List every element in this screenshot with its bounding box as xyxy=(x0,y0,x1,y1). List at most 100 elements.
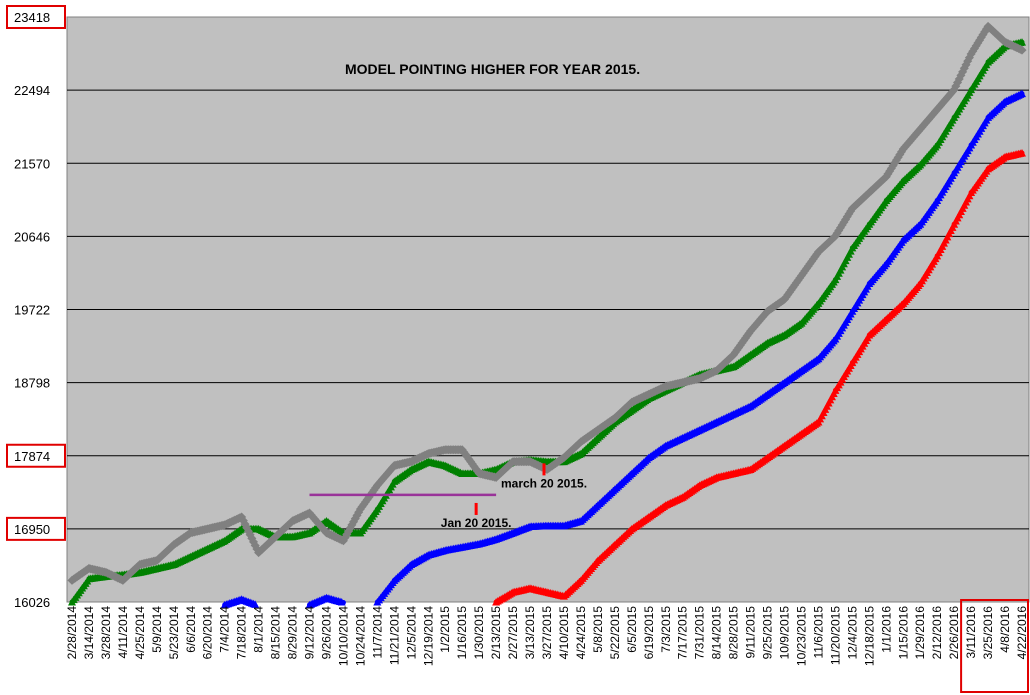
data-point xyxy=(256,526,262,532)
data-point xyxy=(782,379,787,385)
data-point xyxy=(408,467,414,473)
data-point xyxy=(408,459,414,465)
data-point xyxy=(815,249,821,255)
data-point xyxy=(832,277,838,283)
data-point xyxy=(934,106,940,112)
data-point xyxy=(510,459,516,465)
data-point xyxy=(578,451,584,457)
data-point xyxy=(680,494,686,500)
data-point xyxy=(985,166,991,172)
data-point xyxy=(985,59,991,65)
data-point xyxy=(798,273,804,279)
data-marker xyxy=(251,600,260,608)
data-point xyxy=(544,523,550,529)
data-point xyxy=(307,530,312,536)
data-point xyxy=(866,332,872,338)
data-point xyxy=(493,474,499,480)
data-point xyxy=(357,506,363,512)
x-tick-label: 3/14/2014 xyxy=(82,606,96,660)
x-tick-label: 2/28/2014 xyxy=(65,606,79,660)
x-tick-label: 9/26/2014 xyxy=(319,606,333,660)
data-point xyxy=(968,142,974,148)
data-point xyxy=(934,253,940,259)
x-tick-label: 7/17/2015 xyxy=(676,606,690,660)
data-point xyxy=(714,368,720,374)
data-point xyxy=(544,589,550,595)
data-point xyxy=(137,569,143,575)
data-point xyxy=(578,577,584,583)
data-point xyxy=(239,514,245,520)
data-point xyxy=(239,596,245,602)
data-point xyxy=(917,126,923,132)
data-point xyxy=(205,546,211,552)
data-point xyxy=(357,530,363,536)
y-tick-label: 20646 xyxy=(14,229,50,244)
data-point xyxy=(629,407,635,413)
x-tick-label: 5/23/2014 xyxy=(167,606,181,660)
x-tick-label: 2/27/2015 xyxy=(506,606,520,660)
data-point xyxy=(663,502,669,508)
x-tick-label: 1/1/2016 xyxy=(879,606,893,653)
data-point xyxy=(222,522,228,528)
x-tick-label: 1/29/2016 xyxy=(913,606,927,660)
x-tick-label: 1/16/2015 xyxy=(455,606,469,660)
data-point xyxy=(561,593,567,599)
data-point xyxy=(731,411,737,417)
data-point xyxy=(188,530,194,536)
x-tick-label: 3/27/2015 xyxy=(540,606,554,660)
data-point xyxy=(595,435,601,441)
x-tick-label: 4/8/2016 xyxy=(998,606,1012,653)
data-point xyxy=(951,221,957,227)
data-point xyxy=(680,435,686,441)
data-point xyxy=(697,376,703,382)
data-point xyxy=(307,602,312,608)
x-tick-label: 11/20/2015 xyxy=(828,606,842,665)
data-point xyxy=(663,443,669,449)
data-point xyxy=(69,599,75,605)
data-point xyxy=(425,552,431,558)
data-point xyxy=(391,478,397,484)
x-tick-label: 8/1/2014 xyxy=(252,606,266,653)
data-point xyxy=(171,542,177,548)
data-point xyxy=(527,585,533,591)
x-tick-label: 4/22/2016 xyxy=(1015,606,1029,660)
data-point xyxy=(1019,47,1025,53)
data-point xyxy=(917,281,923,287)
data-point xyxy=(544,467,550,473)
data-point xyxy=(765,391,771,397)
x-tick-label: 5/9/2014 xyxy=(150,606,164,653)
x-tick-label: 4/11/2014 xyxy=(116,606,130,659)
data-point xyxy=(985,114,991,120)
series-blue xyxy=(220,89,1026,609)
data-point xyxy=(442,463,448,469)
data-point xyxy=(154,558,160,564)
x-tick-label: 4/25/2014 xyxy=(133,606,147,660)
x-tick-label: 10/24/2014 xyxy=(353,606,367,666)
data-point xyxy=(374,599,380,605)
data-point xyxy=(442,547,448,553)
y-tick-label: 16950 xyxy=(14,522,50,537)
data-point xyxy=(171,561,177,567)
data-point xyxy=(968,190,974,196)
data-point xyxy=(612,542,618,548)
data-point xyxy=(714,474,720,480)
data-point xyxy=(849,308,855,314)
data-point xyxy=(832,233,838,239)
data-point xyxy=(917,162,923,168)
data-point xyxy=(798,320,804,326)
chart-title: MODEL POINTING HIGHER FOR YEAR 2015. xyxy=(345,61,640,77)
data-point xyxy=(765,340,771,346)
data-point xyxy=(697,427,703,433)
data-point xyxy=(866,281,872,287)
data-point xyxy=(646,514,652,520)
x-tick-label: 8/28/2015 xyxy=(727,606,741,660)
data-point xyxy=(222,538,228,544)
data-point xyxy=(374,506,380,512)
data-point xyxy=(832,336,838,342)
data-point xyxy=(510,589,516,595)
x-tick-label: 2/13/2015 xyxy=(489,606,503,660)
data-point xyxy=(934,197,940,203)
data-point xyxy=(900,237,906,243)
data-point xyxy=(748,467,754,473)
